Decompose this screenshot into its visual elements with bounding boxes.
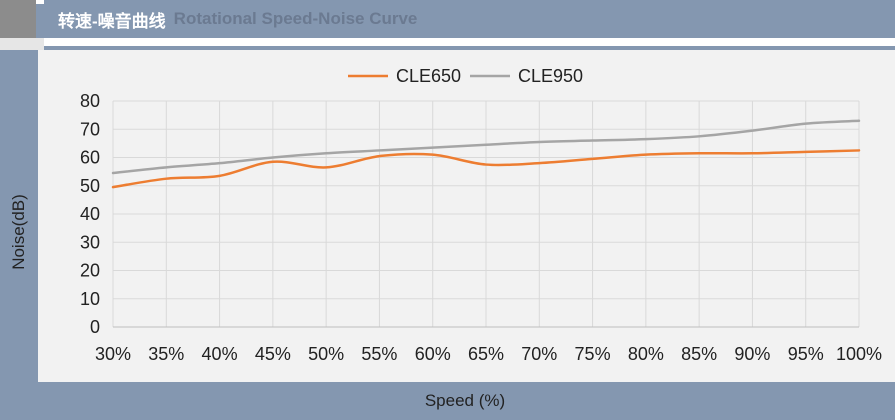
data-point-cle950 xyxy=(698,135,701,138)
y-tick-label: 70 xyxy=(80,119,100,139)
data-point-cle650 xyxy=(431,153,434,156)
x-tick-label: 65% xyxy=(468,344,504,364)
y-tick-label: 10 xyxy=(80,289,100,309)
data-point-cle650 xyxy=(378,155,381,158)
legend-label-cle650: CLE650 xyxy=(396,66,461,86)
data-point-cle650 xyxy=(644,153,647,156)
x-tick-label: 35% xyxy=(148,344,184,364)
data-point-cle950 xyxy=(112,172,115,175)
y-tick-label: 0 xyxy=(90,317,100,337)
left-band xyxy=(0,50,38,382)
bottom-band xyxy=(0,382,895,420)
x-tick-label: 50% xyxy=(308,344,344,364)
x-tick-label: 85% xyxy=(681,344,717,364)
x-tick-label: 95% xyxy=(788,344,824,364)
data-point-cle950 xyxy=(165,166,168,169)
y-tick-label: 40 xyxy=(80,204,100,224)
series-line-cle950 xyxy=(111,119,861,175)
legend-label-cle950: CLE950 xyxy=(518,66,583,86)
data-point-cle950 xyxy=(804,122,807,125)
data-point-cle950 xyxy=(271,156,274,159)
data-point-cle650 xyxy=(591,157,594,160)
data-point-cle650 xyxy=(858,149,861,152)
data-point-cle950 xyxy=(325,152,328,155)
series-line-cle650 xyxy=(111,149,861,189)
data-point-cle650 xyxy=(218,174,221,177)
x-axis-label: Speed (%) xyxy=(424,391,506,410)
x-tick-label: 70% xyxy=(521,344,557,364)
data-point-cle950 xyxy=(431,146,434,149)
data-point-cle650 xyxy=(112,186,115,189)
y-tick-label: 30 xyxy=(80,232,100,252)
x-tick-label: 60% xyxy=(415,344,451,364)
header-bar: 转速-噪音曲线 Rotational Speed-Noise Curve xyxy=(44,0,895,38)
data-point-cle650 xyxy=(325,166,328,169)
data-point-cle650 xyxy=(751,152,754,155)
data-point-cle950 xyxy=(591,139,594,142)
y-tick-label: 50 xyxy=(80,176,100,196)
data-point-cle950 xyxy=(218,162,221,165)
y-tick-label: 60 xyxy=(80,148,100,168)
x-tick-label: 55% xyxy=(361,344,397,364)
data-point-cle650 xyxy=(271,160,274,163)
x-tick-label: 90% xyxy=(734,344,770,364)
data-point-cle950 xyxy=(378,149,381,152)
data-point-cle650 xyxy=(538,162,541,165)
data-point-cle950 xyxy=(644,138,647,141)
data-point-cle950 xyxy=(751,129,754,132)
page-subtitle: Rotational Speed-Noise Curve xyxy=(173,9,418,28)
x-tick-label: 75% xyxy=(575,344,611,364)
data-point-cle950 xyxy=(538,140,541,143)
corner-band xyxy=(0,38,44,50)
corner-tab xyxy=(0,0,36,38)
x-tick-label: 40% xyxy=(202,344,238,364)
data-point-cle650 xyxy=(698,152,701,155)
y-tick-label: 80 xyxy=(80,91,100,111)
divider-strip xyxy=(0,38,895,46)
x-tick-label: 30% xyxy=(95,344,131,364)
data-point-cle950 xyxy=(858,119,861,122)
x-tick-label: 100% xyxy=(836,344,882,364)
data-point-cle650 xyxy=(804,150,807,153)
data-point-cle950 xyxy=(485,143,488,146)
y-tick-label: 20 xyxy=(80,261,100,281)
page-title: 转速-噪音曲线 xyxy=(58,11,166,31)
x-tick-label: 45% xyxy=(255,344,291,364)
data-point-cle650 xyxy=(485,163,488,166)
data-point-cle650 xyxy=(165,177,168,180)
x-tick-label: 80% xyxy=(628,344,664,364)
